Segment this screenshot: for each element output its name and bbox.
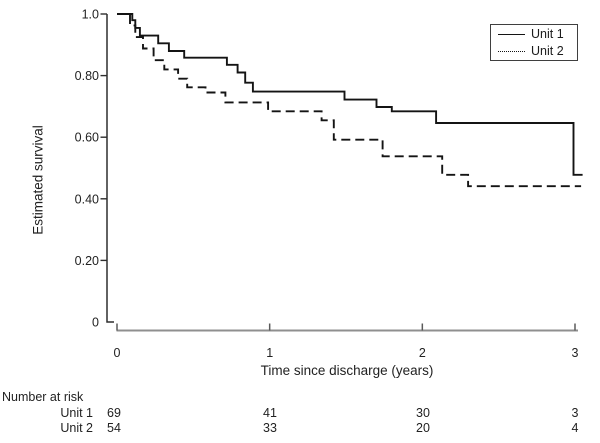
risk-row-label-unit-1: Unit 1 bbox=[60, 406, 93, 420]
x-tick-label: 2 bbox=[419, 346, 426, 360]
legend-entry-unit-1: Unit 1 bbox=[498, 27, 577, 42]
y-tick-label: 0.80 bbox=[75, 69, 99, 83]
risk-row-label-unit-2: Unit 2 bbox=[60, 421, 93, 435]
unit-2-curve bbox=[117, 13, 582, 188]
solid-line-sample bbox=[498, 33, 525, 35]
risk-count-unit2-t0: 54 bbox=[107, 421, 121, 435]
y-tick-label: 0.40 bbox=[75, 192, 99, 206]
y-tick-label: 1.0 bbox=[82, 8, 99, 22]
legend-label-unit-2: Unit 2 bbox=[531, 43, 564, 58]
risk-count-unit2-t3: 4 bbox=[571, 421, 579, 435]
legend: Unit 1 Unit 2 bbox=[490, 24, 578, 61]
legend-label-unit-1: Unit 1 bbox=[531, 26, 564, 41]
risk-count-unit1-t2: 30 bbox=[416, 406, 430, 420]
risk-count-unit2-t2: 20 bbox=[416, 421, 430, 435]
risk-count-unit1-t1: 41 bbox=[263, 406, 277, 420]
number-at-risk-title: Number at risk bbox=[2, 390, 84, 404]
x-tick-label: 1 bbox=[266, 346, 273, 360]
y-tick-label: 0.20 bbox=[75, 254, 99, 268]
legend-entry-unit-2: Unit 2 bbox=[498, 44, 577, 59]
dotted-line-sample bbox=[498, 50, 525, 52]
risk-count-unit1-t0: 69 bbox=[107, 406, 121, 420]
x-axis-title: Time since discharge (years) bbox=[260, 363, 434, 378]
y-tick-label: 0.60 bbox=[75, 131, 99, 145]
unit-1-curve bbox=[117, 13, 583, 176]
x-tick-label: 3 bbox=[572, 346, 579, 360]
risk-count-unit2-t1: 33 bbox=[263, 421, 277, 435]
x-tick-label: 0 bbox=[114, 346, 121, 360]
risk-count-unit1-t3: 3 bbox=[571, 406, 579, 420]
y-tick-label: 0 bbox=[92, 316, 99, 330]
y-axis bbox=[106, 14, 114, 323]
y-axis-title: Estimated survival bbox=[30, 125, 46, 235]
